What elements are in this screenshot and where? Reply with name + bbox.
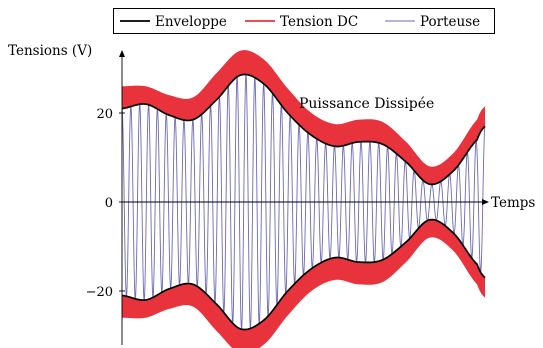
- legend-label-enveloppe: Enveloppe: [155, 14, 227, 30]
- legend-frame: [113, 8, 495, 34]
- x-axis-arrow: [482, 199, 489, 205]
- legend: Enveloppe Tension DC Porteuse: [113, 8, 495, 34]
- annotation-puissance: Puissance Dissipée: [299, 96, 434, 112]
- tension-dc-band-bottom: [122, 219, 485, 348]
- legend-label-porteuse: Porteuse: [420, 14, 480, 30]
- envelope-line-top: [121, 73, 486, 186]
- y-tick-label: −20: [86, 285, 113, 300]
- y-tick-label: 20: [96, 107, 113, 122]
- x-axis-label: Temps: [491, 195, 535, 211]
- y-axis-arrow: [119, 50, 125, 57]
- y-tick-label: 0: [105, 196, 113, 211]
- legend-label-tension-dc: Tension DC: [280, 14, 358, 30]
- envelope-line-bottom: [121, 218, 486, 331]
- y-axis-label: Tensions (V): [8, 43, 92, 59]
- plot-area: [121, 50, 486, 348]
- axes: −20 0 20 Temps Tensions (V): [8, 43, 535, 345]
- y-ticks: −20 0 20: [86, 107, 125, 300]
